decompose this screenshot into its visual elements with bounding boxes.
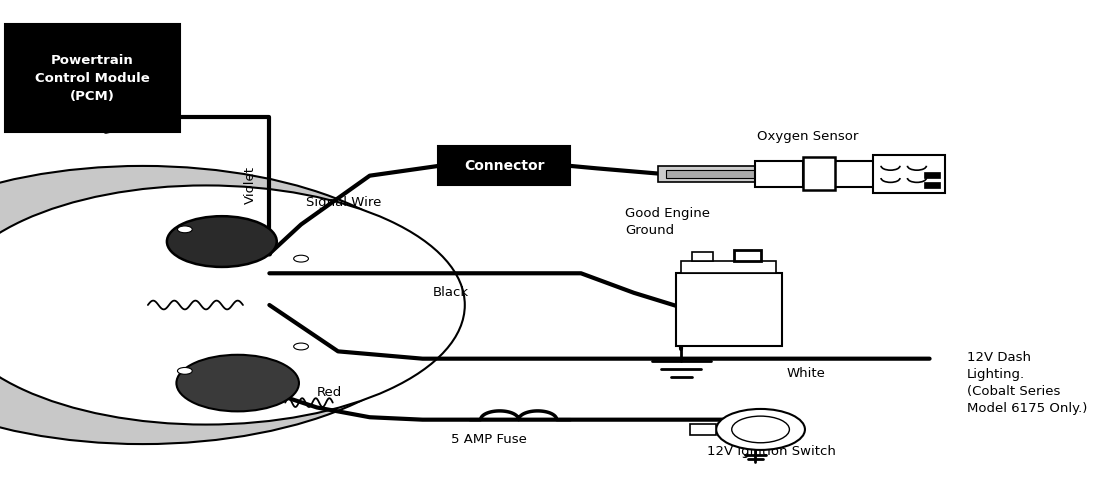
Circle shape [177, 355, 299, 411]
FancyBboxPatch shape [872, 155, 945, 193]
Text: Violet: Violet [244, 166, 257, 204]
Text: Red: Red [317, 386, 342, 399]
Text: 5 AMP Fuse: 5 AMP Fuse [452, 433, 527, 446]
Circle shape [0, 166, 444, 444]
FancyBboxPatch shape [734, 250, 761, 261]
Circle shape [178, 367, 192, 374]
Circle shape [0, 185, 465, 425]
Circle shape [716, 409, 805, 450]
FancyBboxPatch shape [690, 424, 716, 435]
FancyBboxPatch shape [924, 182, 941, 188]
Text: 12V Dash
Lighting.
(Cobalt Series
Model 6175 Only.): 12V Dash Lighting. (Cobalt Series Model … [967, 351, 1087, 415]
Circle shape [294, 343, 308, 350]
FancyBboxPatch shape [803, 157, 835, 190]
Text: Powertrain
Control Module
(PCM): Powertrain Control Module (PCM) [35, 54, 150, 102]
Text: Connector: Connector [464, 159, 544, 173]
FancyBboxPatch shape [755, 161, 803, 187]
Text: Oxygen Sensor: Oxygen Sensor [757, 130, 859, 143]
FancyBboxPatch shape [835, 161, 874, 187]
FancyBboxPatch shape [6, 24, 180, 132]
Text: 12V Ignition Switch: 12V Ignition Switch [707, 445, 836, 458]
FancyBboxPatch shape [692, 252, 713, 261]
Circle shape [732, 416, 789, 443]
Circle shape [167, 216, 277, 267]
Text: Black: Black [433, 286, 469, 299]
Text: White: White [787, 367, 826, 380]
FancyBboxPatch shape [438, 146, 571, 185]
Circle shape [178, 226, 192, 233]
FancyBboxPatch shape [658, 166, 757, 182]
Text: Good Engine
Ground: Good Engine Ground [625, 207, 710, 237]
FancyBboxPatch shape [676, 273, 782, 346]
Text: Signal Wire: Signal Wire [306, 196, 382, 209]
FancyBboxPatch shape [924, 172, 941, 178]
FancyBboxPatch shape [681, 261, 776, 273]
Circle shape [294, 255, 308, 262]
FancyBboxPatch shape [666, 170, 755, 178]
